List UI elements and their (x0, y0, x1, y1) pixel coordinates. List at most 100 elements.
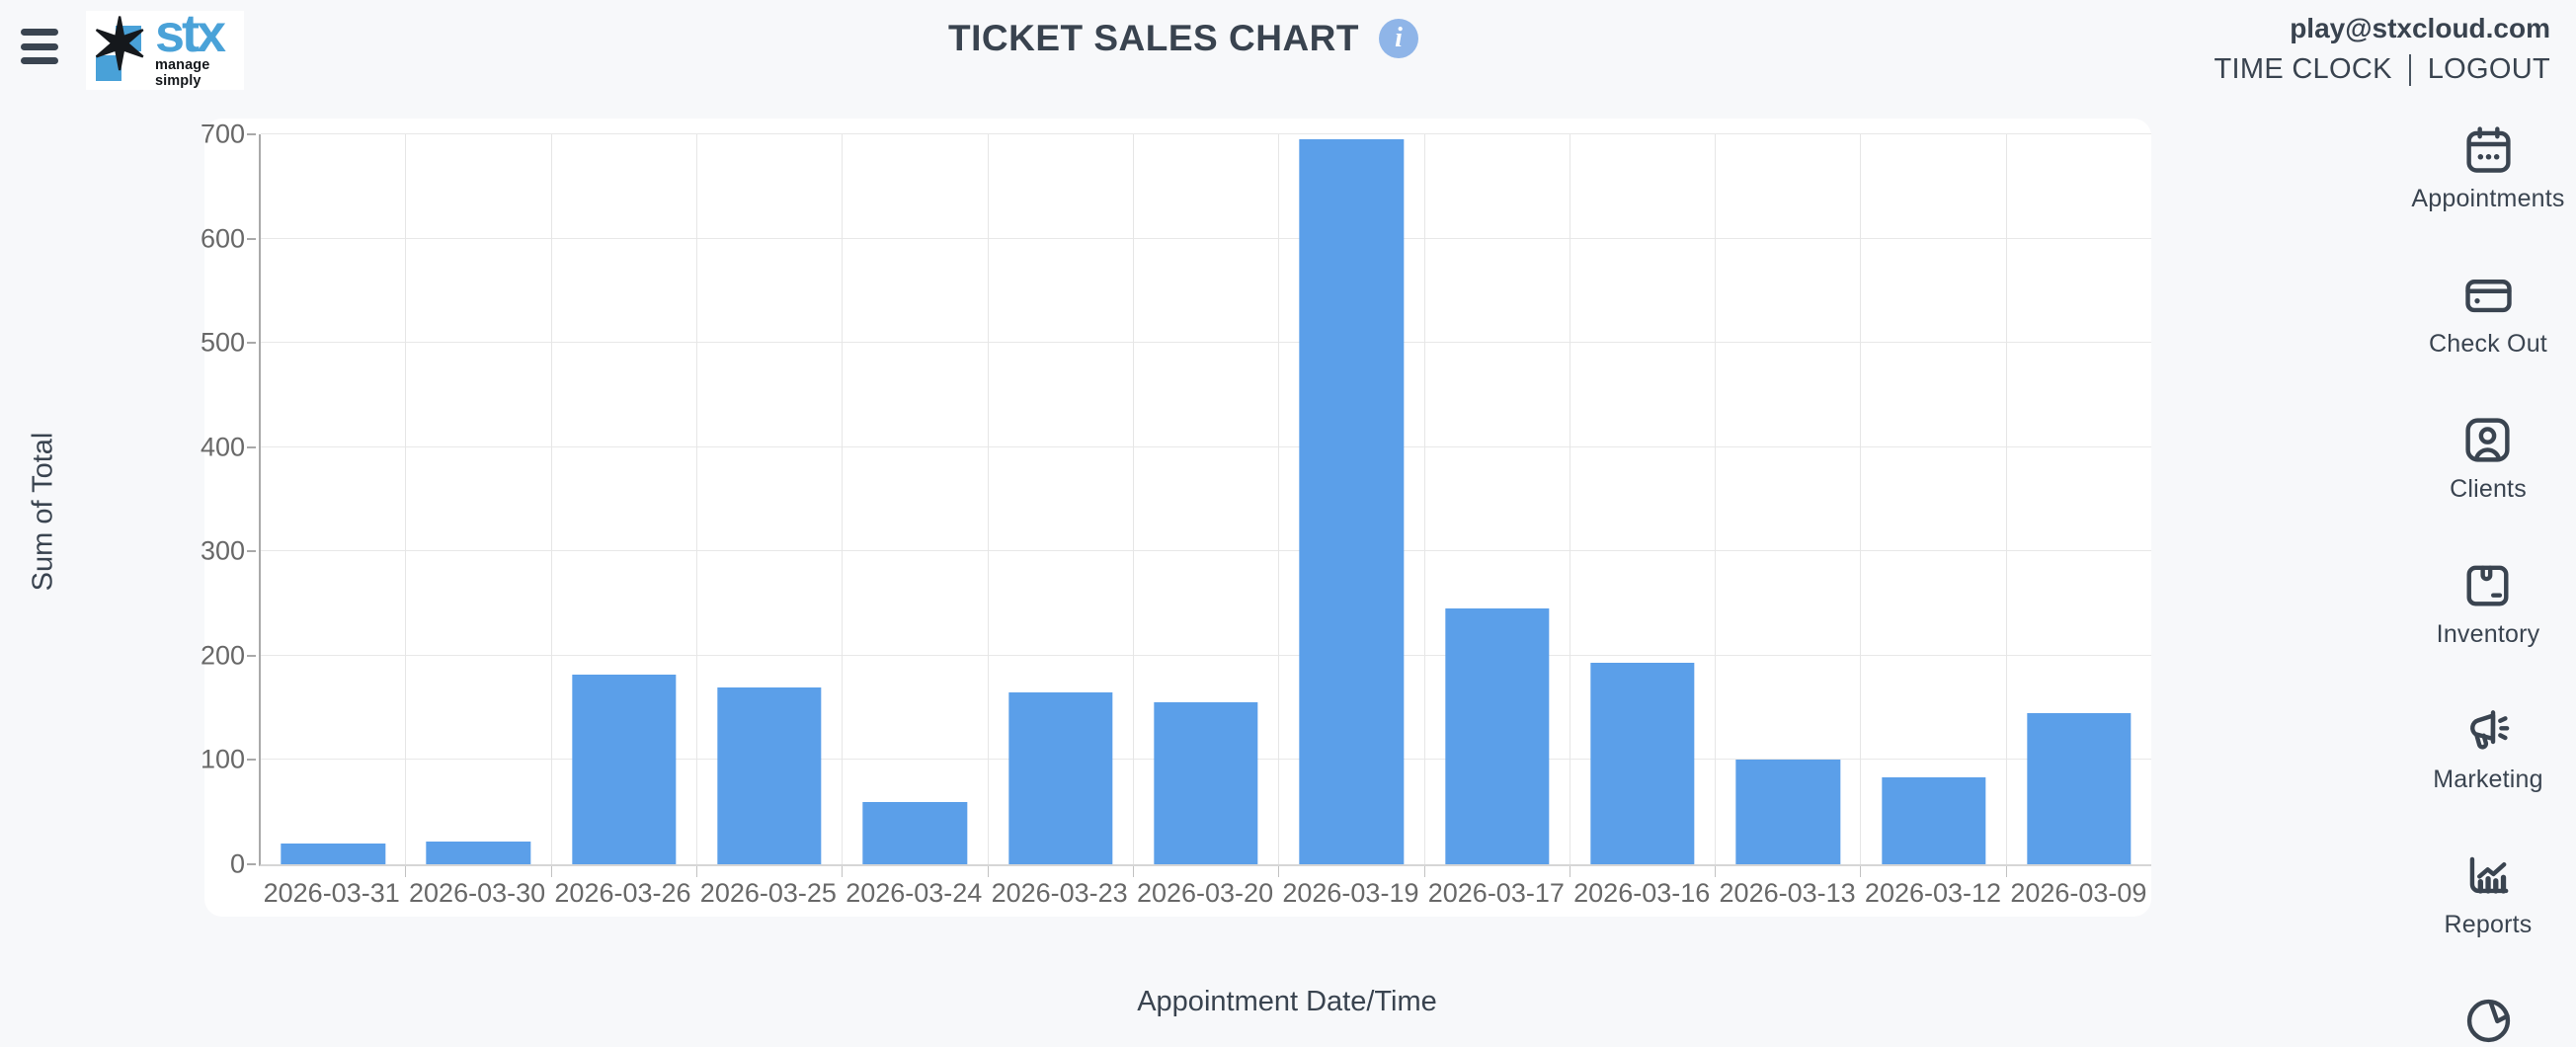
bar-column (1134, 134, 1280, 877)
y-tick-label: 300 (200, 535, 245, 566)
x-axis-title: Appointment Date/Time (1137, 986, 1437, 1017)
bar-column (843, 134, 989, 877)
bar-2026-03-26[interactable] (572, 674, 677, 864)
y-tick-mark (247, 759, 256, 762)
x-tick-label: 2026-03-23 (991, 878, 1128, 908)
sidebar-item-marketing[interactable]: Marketing (2433, 704, 2543, 794)
y-tick-mark (247, 342, 256, 345)
sidebar-item-inventory[interactable]: Inventory (2437, 559, 2540, 649)
sidebar-item-dashboards[interactable] (2462, 995, 2515, 1047)
pie-chart-icon (2466, 999, 2510, 1043)
y-gridline (261, 133, 2151, 134)
sidebar-item-appointments[interactable]: Appointments (2411, 123, 2564, 213)
bar-2026-03-31[interactable] (281, 843, 385, 864)
bar-column (1425, 134, 1571, 877)
sidebar-item-clients[interactable]: Clients (2450, 414, 2527, 504)
bar-column (406, 134, 552, 877)
bar-2026-03-23[interactable] (1008, 691, 1113, 864)
page-title: TICKET SALES CHART (948, 18, 1359, 58)
y-gridline (261, 550, 2151, 552)
x-tick-label: 2026-03-26 (554, 878, 691, 908)
plot-area: 0 100 200 300 400 500 600 700 (201, 120, 2151, 879)
y-tick-mark (247, 654, 256, 657)
bar-2026-03-16[interactable] (1590, 663, 1695, 864)
stx-logo[interactable]: ✶ stx manage simply (86, 3, 244, 90)
hamburger-menu-icon[interactable] (21, 29, 60, 64)
client-card-icon (2465, 418, 2511, 462)
y-gridline (261, 342, 2151, 344)
logo-tagline: manage simply (155, 56, 210, 89)
logout-link[interactable]: LOGOUT (2427, 53, 2550, 85)
x-tick-label: 2026-03-20 (1136, 878, 1274, 908)
bar-2026-03-17[interactable] (1444, 608, 1550, 864)
sidebar-item-check-out[interactable]: Check Out (2429, 269, 2547, 359)
account-area: play@stxcloud.com TIME CLOCK LOGOUT (2214, 13, 2550, 86)
right-sidebar: Appointments Check Out Clients (2403, 123, 2573, 1047)
x-tick-label: 2026-03-25 (699, 878, 837, 908)
info-icon[interactable]: i (1379, 19, 1418, 58)
x-tick-label: 2026-03-24 (845, 878, 983, 908)
bar-2026-03-13[interactable] (1735, 760, 1840, 864)
bar-column (989, 134, 1135, 877)
sidebar-item-label: Check Out (2429, 330, 2547, 358)
bar-2026-03-20[interactable] (1154, 702, 1258, 864)
y-tick-mark (247, 133, 256, 135)
x-tick-label: 2026-03-17 (1427, 878, 1565, 908)
x-tick-label: 2026-03-13 (1719, 878, 1856, 908)
bar-column (697, 134, 844, 877)
y-tick-label: 100 (200, 744, 245, 774)
x-tick-label: 2026-03-30 (409, 878, 546, 908)
y-tick-label: 500 (200, 327, 245, 358)
sidebar-item-label: Appointments (2411, 185, 2565, 212)
y-tick-label: 200 (200, 640, 245, 671)
bar-2026-03-25[interactable] (717, 686, 822, 864)
bar-column (1279, 134, 1425, 877)
y-tick-label: 400 (200, 432, 245, 462)
x-tick-label: 2026-03-16 (1573, 878, 1711, 908)
y-tick-mark (247, 445, 256, 448)
bar-column (552, 134, 698, 877)
y-tick-mark (247, 237, 256, 240)
bar-column (261, 134, 407, 877)
x-axis-tick-labels: 2026-03-31 2026-03-30 2026-03-26 2026-03-25… (259, 878, 2151, 909)
credit-card-icon (2464, 280, 2512, 313)
bar-column (2007, 134, 2151, 864)
sidebar-item-label: Clients (2450, 475, 2527, 503)
page-title-group: TICKET SALES CHART i (948, 18, 1418, 59)
y-tick-mark (247, 550, 256, 553)
y-tick-label: 0 (229, 848, 245, 879)
bar-column (1861, 134, 2008, 877)
bar-2026-03-30[interactable] (426, 841, 531, 864)
y-tick-label: 700 (200, 119, 245, 149)
x-tick-label: 2026-03-09 (2010, 878, 2147, 908)
y-tick-label: 600 (200, 223, 245, 254)
stx-logo-star-icon: ✶ (90, 6, 150, 85)
y-gridline (261, 237, 2151, 239)
megaphone-icon (2470, 710, 2510, 750)
x-tick-label: 2026-03-31 (263, 878, 400, 908)
bar-2026-03-19[interactable] (1299, 139, 1405, 864)
y-gridline (261, 445, 2151, 447)
time-clock-link[interactable]: TIME CLOCK (2214, 53, 2392, 85)
bar-chart-icon (2469, 856, 2508, 894)
bar-column (1716, 134, 1862, 877)
logo-wordmark: stx (155, 3, 226, 63)
account-email: play@stxcloud.com (2290, 13, 2550, 43)
chart-panel: 0 100 200 300 400 500 600 700 2026-03-31 2026-03… (201, 119, 2151, 917)
y-axis-title: Sum of Total (27, 432, 59, 592)
bar-2026-03-12[interactable] (1881, 777, 1986, 864)
package-icon (2467, 565, 2509, 606)
link-divider (2408, 53, 2411, 86)
y-gridline (261, 654, 2151, 656)
x-tick-label: 2026-03-12 (1864, 878, 2002, 908)
x-tick-label: 2026-03-19 (1282, 878, 1419, 908)
sidebar-item-reports[interactable]: Reports (2445, 849, 2533, 939)
sidebar-item-label: Inventory (2436, 620, 2540, 648)
y-tick-mark (247, 863, 256, 865)
bar-column (1570, 134, 1717, 877)
sidebar-item-label: Marketing (2433, 765, 2543, 793)
calendar-icon (2465, 126, 2511, 173)
bar-2026-03-24[interactable] (862, 801, 968, 864)
bar-2026-03-09[interactable] (2027, 712, 2132, 864)
